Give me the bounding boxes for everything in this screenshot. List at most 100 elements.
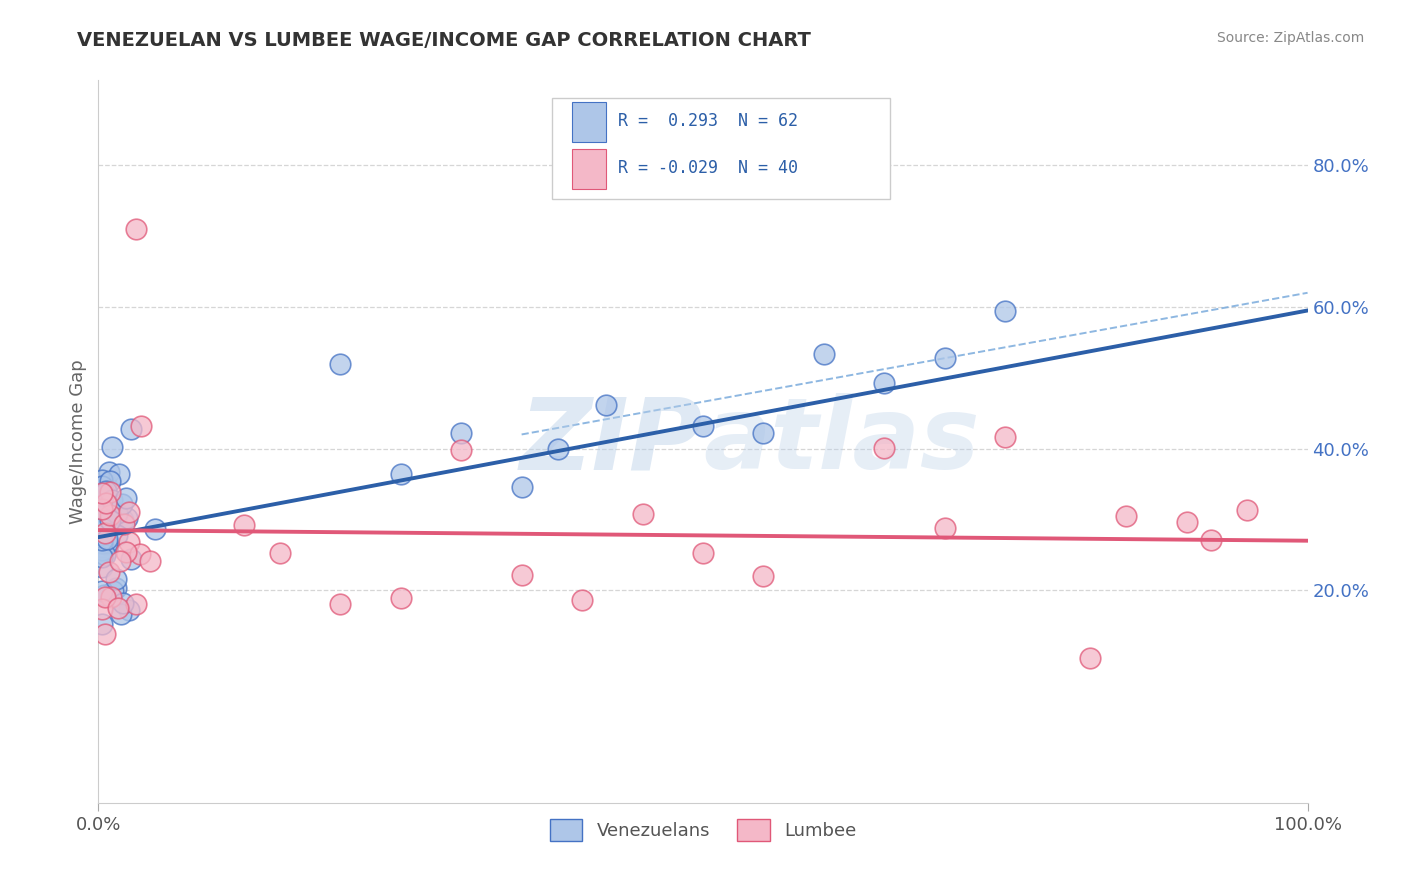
Point [91, 493, 114, 508]
Point [91, 601, 114, 615]
Text: atlas: atlas [703, 393, 980, 490]
Point [143, 522, 166, 536]
Point [752, 569, 775, 583]
Point [91, 559, 114, 574]
Point [1236, 503, 1258, 517]
Point [101, 493, 124, 508]
Point [98, 513, 121, 527]
Point [120, 422, 142, 436]
Point [510, 480, 533, 494]
Point [110, 607, 132, 621]
Point [873, 376, 896, 390]
Point [269, 546, 291, 560]
Point [91, 584, 114, 599]
Y-axis label: Wage/Income Gap: Wage/Income Gap [69, 359, 87, 524]
Point [114, 545, 136, 559]
Point [124, 222, 146, 236]
Point [108, 554, 131, 568]
Point [100, 484, 122, 499]
Text: R =  0.293  N = 62: R = 0.293 N = 62 [619, 112, 799, 130]
Point [96, 496, 118, 510]
Point [329, 597, 352, 611]
Point [232, 518, 254, 533]
Point [97, 565, 120, 579]
Point [111, 596, 134, 610]
Point [1175, 515, 1198, 529]
Point [595, 398, 617, 412]
Point [118, 603, 141, 617]
Bar [572, 102, 606, 142]
Point [128, 547, 150, 561]
Point [1199, 533, 1222, 548]
Point [104, 572, 127, 586]
Point [91, 616, 114, 631]
Point [112, 517, 135, 532]
Point [91, 502, 114, 516]
Point [105, 527, 128, 541]
Point [93, 533, 115, 548]
Point [98, 508, 121, 522]
Point [96, 543, 118, 558]
Point [91, 479, 114, 493]
Point [94, 484, 117, 499]
Point [389, 591, 412, 605]
Point [752, 426, 775, 441]
Point [98, 475, 121, 489]
Point [97, 538, 120, 552]
Point [107, 601, 129, 615]
Point [98, 465, 121, 479]
Point [96, 495, 118, 509]
Point [93, 485, 115, 500]
Point [114, 491, 136, 505]
Point [96, 532, 118, 546]
Point [631, 507, 654, 521]
Point [91, 536, 114, 550]
Point [100, 503, 122, 517]
Point [93, 588, 115, 602]
Point [1115, 508, 1137, 523]
Point [111, 497, 134, 511]
Bar [572, 149, 606, 189]
Point [118, 535, 141, 549]
Point [101, 441, 124, 455]
Text: ZIP: ZIP [520, 393, 703, 490]
Point [96, 536, 118, 550]
Point [94, 548, 117, 562]
Point [813, 346, 835, 360]
Point [91, 489, 114, 503]
Point [94, 626, 117, 640]
Point [547, 442, 569, 456]
Point [450, 425, 472, 440]
Point [91, 486, 114, 500]
Point [389, 467, 412, 482]
Point [105, 507, 128, 521]
Point [994, 430, 1017, 444]
Point [131, 419, 153, 434]
Point [329, 357, 352, 371]
Point [138, 554, 160, 568]
Point [91, 533, 114, 547]
Legend: Venezuelans, Lumbee: Venezuelans, Lumbee [543, 812, 863, 848]
Point [105, 506, 128, 520]
Point [104, 581, 127, 595]
Point [510, 568, 533, 582]
Point [100, 591, 122, 605]
Text: Source: ZipAtlas.com: Source: ZipAtlas.com [1216, 31, 1364, 45]
Point [571, 593, 593, 607]
Point [94, 590, 117, 604]
Point [91, 521, 114, 535]
Point [118, 505, 141, 519]
Point [120, 551, 142, 566]
FancyBboxPatch shape [551, 98, 890, 200]
Point [934, 520, 956, 534]
Point [91, 508, 114, 523]
Point [91, 473, 114, 487]
Point [117, 511, 139, 525]
Point [94, 526, 117, 541]
Point [107, 467, 129, 481]
Point [692, 546, 714, 560]
Point [873, 442, 896, 456]
Point [450, 442, 472, 457]
Point [1078, 651, 1101, 665]
Point [96, 477, 118, 491]
